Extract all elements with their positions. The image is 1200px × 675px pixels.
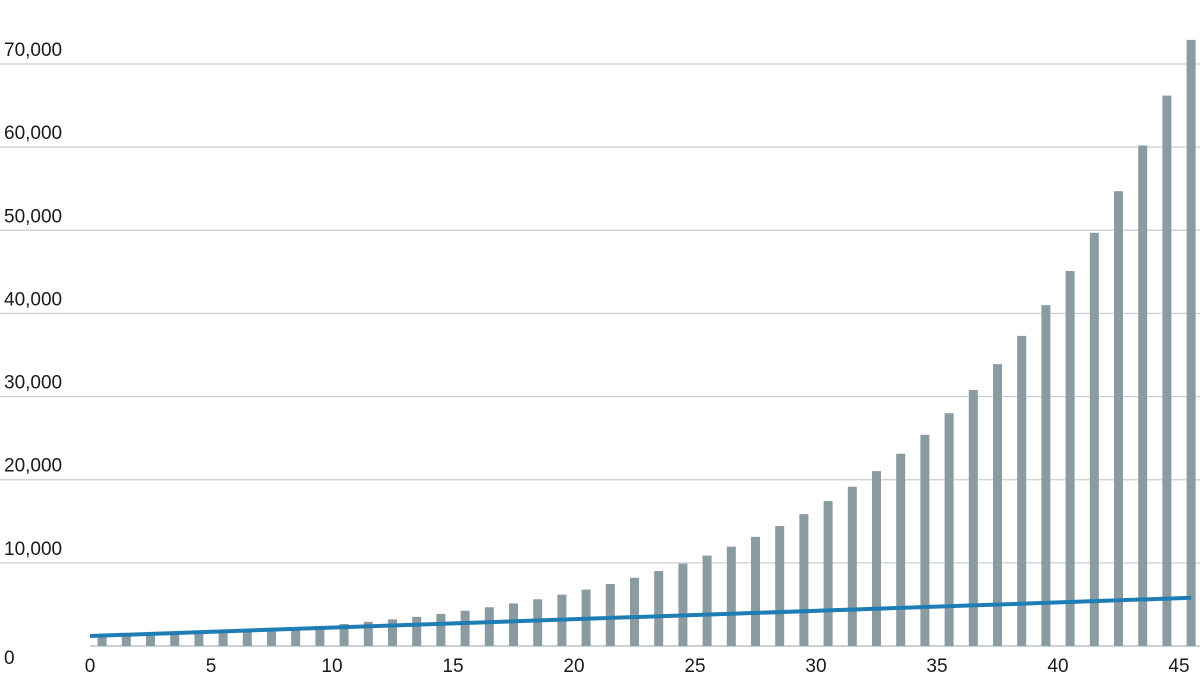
- bar: [630, 577, 639, 646]
- trend-line-series: [89, 595, 1192, 638]
- bar: [1138, 145, 1148, 647]
- bar: [823, 501, 833, 646]
- bar: [1162, 95, 1172, 646]
- bar: [412, 616, 422, 646]
- y-tick-label: 50,000: [4, 206, 62, 227]
- y-tick-label: 60,000: [4, 123, 62, 144]
- gridlines: [0, 63, 1200, 647]
- bar: [968, 389, 978, 646]
- bar: [533, 599, 543, 646]
- bar: [339, 623, 349, 646]
- x-tick-label: 25: [684, 656, 705, 675]
- bar: [460, 610, 470, 646]
- x-tick-label: 5: [206, 656, 217, 675]
- bar: [291, 627, 301, 646]
- x-tick-label: 30: [805, 656, 826, 675]
- bar: [436, 613, 446, 646]
- bar: [799, 514, 809, 646]
- y-axis-tick-labels: 0 10,000 20,000 30,000 40,000 50,000 60,000 70,…: [4, 40, 62, 669]
- x-tick-label: 45: [1168, 656, 1189, 675]
- x-axis-tick-labels: 0 5 10 15 20 25 30 35 40 45: [85, 656, 1190, 675]
- bar: [654, 571, 664, 646]
- bar: [267, 629, 276, 646]
- bar: [920, 434, 930, 646]
- bar: [872, 471, 881, 646]
- bar-series: [97, 39, 1196, 647]
- x-tick-label: 35: [926, 656, 947, 675]
- y-tick-label: 10,000: [4, 539, 62, 560]
- y-tick-label: 70,000: [4, 40, 62, 61]
- bar: [1089, 232, 1099, 646]
- bar: [1186, 39, 1196, 647]
- bar: [896, 453, 906, 646]
- bar: [97, 637, 107, 646]
- bar: [484, 607, 494, 646]
- bar: [194, 633, 204, 646]
- trend-line: [89, 595, 1192, 638]
- y-tick-label: 0: [4, 648, 15, 669]
- bar: [218, 632, 228, 646]
- bar: [702, 555, 712, 646]
- x-tick-label: 10: [321, 656, 342, 675]
- x-tick-label: 40: [1047, 656, 1068, 675]
- bar: [170, 634, 180, 646]
- bar: [1041, 305, 1051, 646]
- bar: [146, 635, 155, 646]
- bar: [678, 563, 688, 646]
- bar: [847, 486, 857, 646]
- bar: [388, 619, 397, 646]
- x-tick-label: 15: [442, 656, 463, 675]
- bar: [315, 625, 325, 646]
- bar: [1017, 335, 1027, 646]
- bar: [509, 603, 518, 646]
- bar: [726, 546, 736, 646]
- bar: [1065, 271, 1075, 646]
- y-tick-label: 40,000: [4, 289, 62, 310]
- bar: [363, 621, 373, 646]
- y-tick-label: 30,000: [4, 373, 62, 394]
- y-tick-label: 20,000: [4, 456, 62, 477]
- bar: [993, 364, 1002, 646]
- x-tick-label: 20: [563, 656, 584, 675]
- bar: [242, 630, 252, 646]
- bar: [1114, 191, 1123, 647]
- bar: [751, 536, 760, 646]
- bar: [605, 583, 615, 646]
- bar: [944, 413, 954, 646]
- bar: [775, 526, 785, 646]
- bar: [121, 636, 131, 646]
- x-tick-label: 0: [85, 656, 96, 675]
